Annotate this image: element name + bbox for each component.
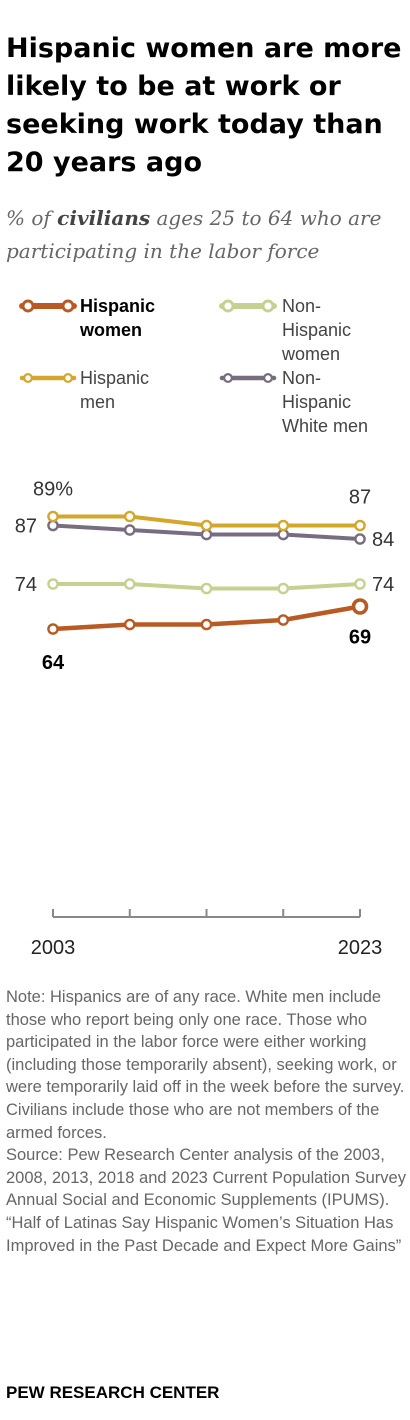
footer-brand: PEW RESEARCH CENTER (6, 1383, 220, 1402)
data-point-hispanic-women (200, 618, 213, 631)
data-label-non-hispanic-women: 74 (372, 574, 394, 596)
data-point-hispanic-women (277, 614, 290, 626)
data-point-hispanic-women (123, 618, 136, 631)
x-tick-label: 2023 (338, 937, 383, 959)
legend-label-non-hispanic-white-men: Non-Hispanic White men (282, 368, 368, 436)
data-label-non-hispanic-white-men: 87 (15, 516, 37, 538)
subtitle-suffix: ages 25 to 64 who are participating in t… (6, 206, 382, 263)
legend-marker-non-hispanic-women (261, 299, 275, 313)
line-chart: Hispanic women Non-Hispanic women Hispanic me… (15, 296, 395, 959)
subtitle-prefix: % of (6, 206, 58, 230)
data-point-hispanic-men (200, 519, 213, 532)
data-point-non-hispanic-white-men (123, 524, 136, 536)
legend-label-hispanic-men: Hispanic men (80, 368, 149, 412)
data-point-non-hispanic-women (277, 582, 290, 595)
chart-subtitle: % of civilians ages 25 to 64 who are par… (6, 202, 406, 268)
data-label-non-hispanic-white-men: 84 (372, 529, 394, 551)
note-text: Note: Hispanics are of any race. White m… (6, 988, 405, 1142)
data-label-hispanic-women: 69 (349, 627, 371, 649)
data-label-non-hispanic-women: 74 (15, 574, 37, 596)
data-point-non-hispanic-women (200, 582, 213, 595)
notes: Note: Hispanics are of any race. White m… (6, 986, 406, 1257)
legend-marker-non-hispanic-white-men (223, 373, 233, 383)
subtitle-emphasis: civilians (57, 206, 151, 230)
data-point-hispanic-men (47, 510, 59, 523)
data-point-hispanic-men (354, 519, 366, 532)
data-point-non-hispanic-women (123, 578, 136, 590)
data-point-hispanic-women (351, 598, 369, 615)
legend-marker-hispanic-women (61, 299, 75, 313)
data-label-hispanic-men: 87 (349, 487, 371, 509)
legend-marker-hispanic-women (21, 299, 35, 313)
legend-marker-non-hispanic-women (221, 299, 235, 313)
report-title: “Half of Latinas Say Hispanic Women’s Si… (6, 1213, 402, 1255)
x-tick-label: 2003 (31, 937, 76, 959)
legend-label-non-hispanic-women: Non-Hispanic women (281, 296, 351, 364)
data-point-hispanic-women (47, 623, 59, 635)
data-point-non-hispanic-women (47, 578, 59, 590)
data-point-non-hispanic-white-men (354, 533, 366, 545)
data-label-hispanic-women: 64 (42, 652, 65, 674)
legend-label-hispanic-women: Hispanic women (79, 296, 155, 340)
source-text: Source: Pew Research Center analysis of … (6, 1146, 406, 1210)
data-label-hispanic-men: 89% (33, 479, 73, 501)
legend-marker-non-hispanic-white-men (263, 373, 273, 383)
data-point-hispanic-men (277, 519, 290, 532)
legend-marker-hispanic-men (23, 373, 33, 383)
data-point-hispanic-men (123, 510, 136, 523)
legend-marker-hispanic-men (63, 373, 73, 383)
data-point-non-hispanic-women (354, 578, 366, 590)
chart-title: Hispanic women are more likely to be at … (6, 33, 402, 178)
